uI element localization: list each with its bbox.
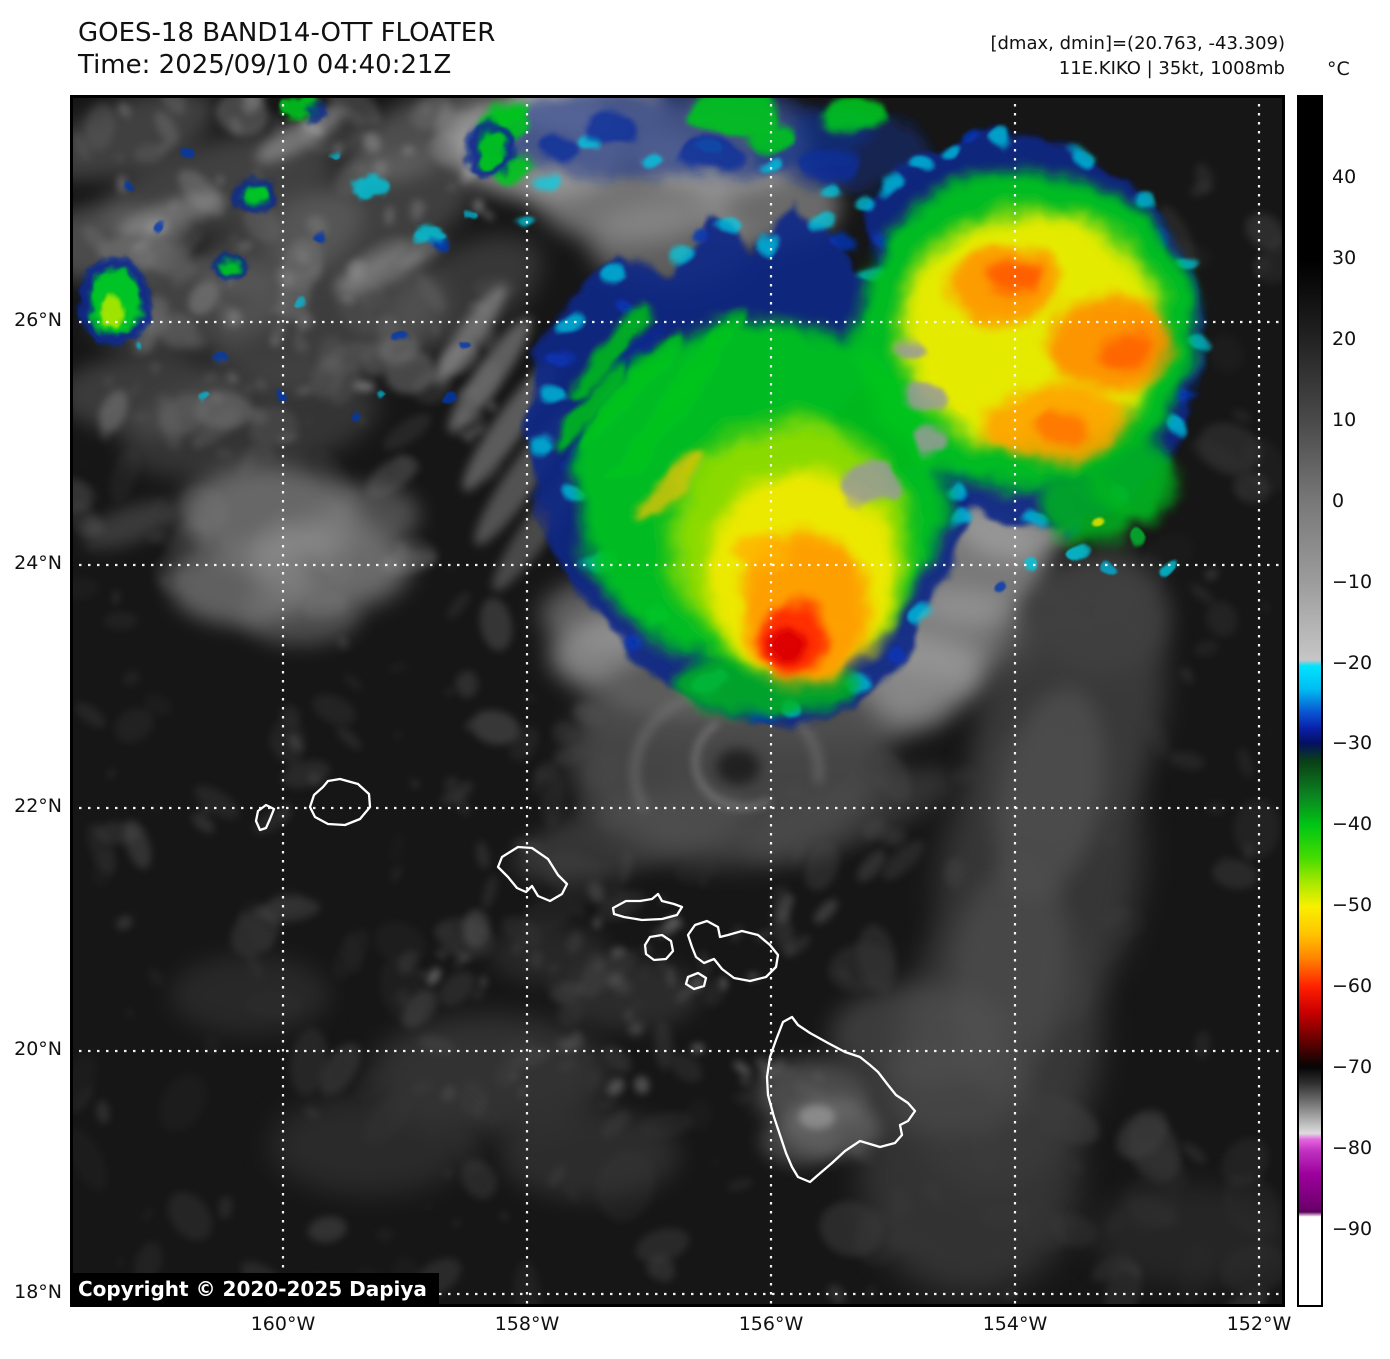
storm-id-readout: 11E.KIKO | 35kt, 1008mb xyxy=(1058,58,1285,79)
coastline-niihau xyxy=(254,803,276,832)
colorbar-tick-−40: −40 xyxy=(1332,813,1373,836)
colorbar-unit-label: °C xyxy=(1327,58,1350,80)
coastline-molokai xyxy=(611,892,684,922)
coastline-kauai xyxy=(308,777,372,827)
gray-cloud-layer xyxy=(70,95,1285,1295)
hawaii-coastlines xyxy=(254,777,917,1184)
lon-label-156°W: 156°W xyxy=(738,1313,804,1335)
colorbar-tick-−30: −30 xyxy=(1332,732,1373,755)
colorbar-tick-40: 40 xyxy=(1332,166,1357,188)
temperature-colorbar xyxy=(1297,95,1323,1307)
coastline-big-island xyxy=(765,1015,917,1184)
lon-label-160°W: 160°W xyxy=(250,1313,316,1335)
colorbar-tick-−10: −10 xyxy=(1332,570,1373,593)
coastline-oahu xyxy=(496,845,569,903)
colorbar-tick-−60: −60 xyxy=(1332,975,1373,998)
satellite-imagery-canvas xyxy=(70,95,1285,1307)
coastline-kahoolawe xyxy=(684,971,708,991)
colorbar-tick-−70: −70 xyxy=(1332,1056,1373,1079)
lon-label-158°W: 158°W xyxy=(494,1313,560,1335)
page-title: GOES-18 BAND14-OTT FLOATER xyxy=(78,18,496,48)
colorbar-tick-10: 10 xyxy=(1332,408,1357,431)
coastline-maui xyxy=(686,919,780,983)
storm-kiko-convection xyxy=(470,95,1211,730)
lat-label-24°N: 24°N xyxy=(14,552,62,574)
lon-label-152°W: 152°W xyxy=(1226,1313,1292,1335)
lon-label-154°W: 154°W xyxy=(982,1313,1048,1335)
lat-label-18°N: 18°N xyxy=(14,1281,62,1303)
colorbar-tick-30: 30 xyxy=(1332,246,1357,269)
lat-label-20°N: 20°N xyxy=(14,1038,62,1060)
lat-label-22°N: 22°N xyxy=(14,795,62,817)
timestamp-subtitle: Time: 2025/09/10 04:40:21Z xyxy=(78,50,452,80)
satellite-map: Copyright © 2020-2025 Dapiya xyxy=(70,95,1285,1307)
colorbar-tick-−50: −50 xyxy=(1332,894,1373,917)
dmax-dmin-readout: [dmax, dmin]=(20.763, -43.309) xyxy=(990,33,1285,54)
colorbar-tick-−90: −90 xyxy=(1332,1217,1373,1240)
colorbar-tick-0: 0 xyxy=(1332,489,1345,512)
lat-label-26°N: 26°N xyxy=(14,309,62,331)
map-frame xyxy=(70,95,1285,1307)
colorbar-tick-−20: −20 xyxy=(1332,651,1373,674)
colorbar-tick-−80: −80 xyxy=(1332,1137,1373,1160)
coastline-lanai xyxy=(643,933,675,962)
copyright-watermark: Copyright © 2020-2025 Dapiya xyxy=(70,1273,439,1307)
colorbar-tick-20: 20 xyxy=(1332,327,1357,350)
scattered-cold-cells xyxy=(79,95,514,422)
